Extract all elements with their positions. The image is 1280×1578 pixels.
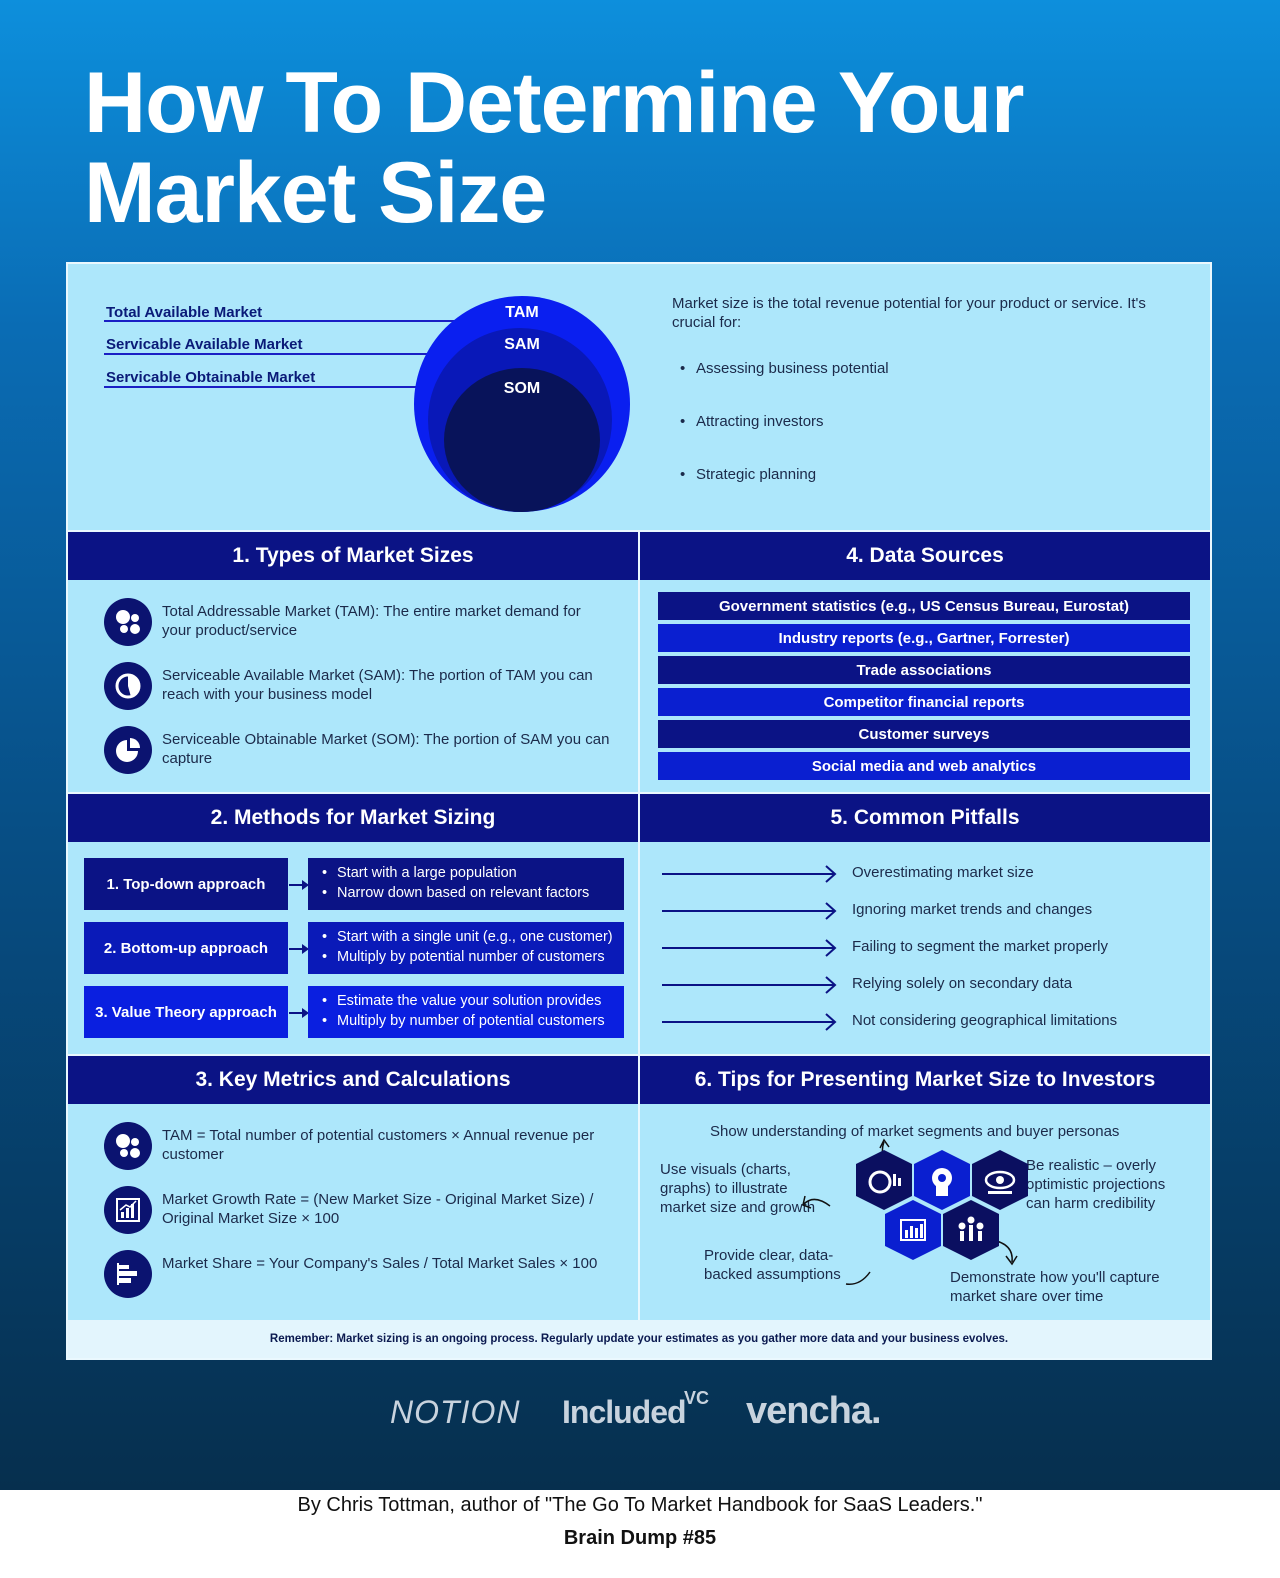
data-source-item: Competitor financial reports (658, 688, 1190, 716)
people-network-icon (943, 1200, 999, 1260)
som-circle-label: SOM (503, 380, 541, 397)
section-heading-data-sources: 4. Data Sources (640, 532, 1210, 580)
included-logo-vc: VC (684, 1388, 710, 1408)
arrow-right-icon (662, 939, 837, 957)
dots-cluster-icon (104, 1122, 152, 1170)
divider (638, 532, 640, 1320)
section-heading-metrics: 3. Key Metrics and Calculations (68, 1056, 638, 1104)
vencha-logo: vencha. (746, 1390, 882, 1432)
method-detail: Start with a single unit (e.g., one cust… (322, 927, 624, 947)
section-heading-methods: 2. Methods for Market Sizing (68, 794, 638, 842)
remember-note: Remember: Market sizing is an ongoing pr… (68, 1320, 1210, 1358)
method-value-theory: 3. Value Theory approach (84, 986, 288, 1038)
pitfall-item: Not considering geographical limitations (852, 1012, 1118, 1029)
intro-text: Market size is the total revenue potenti… (672, 295, 1146, 331)
list-item: Total Addressable Market (TAM): The enti… (104, 598, 612, 646)
hexagon-cluster (802, 1138, 1028, 1285)
arrow-right-icon (289, 944, 309, 954)
horizontal-bars-icon (104, 1250, 152, 1298)
page-title: How To Determine Your Market Size (84, 55, 1024, 241)
pitfall-item: Overestimating market size (852, 864, 1034, 881)
intro-bullet: Strategic planning (680, 466, 889, 519)
method-value-theory-details: Estimate the value your solution provide… (308, 986, 624, 1038)
som-leader-line (104, 386, 446, 388)
sam-leader-line (104, 353, 434, 355)
pitfall-item: Ignoring market trends and changes (852, 901, 1093, 918)
method-bottom-up: 2. Bottom-up approach (84, 922, 288, 974)
som-circle (444, 368, 600, 512)
method-detail: Multiply by potential number of customer… (322, 947, 624, 967)
divider (68, 1054, 1210, 1056)
intro-bullet: Attracting investors (680, 413, 889, 466)
bar-chart-icon (885, 1200, 941, 1260)
list-item: Market Share = Your Company's Sales / To… (104, 1250, 612, 1298)
data-source-item: Industry reports (e.g., Gartner, Forrest… (658, 624, 1190, 652)
data-source-item: Government statistics (e.g., US Census B… (658, 592, 1190, 620)
tip-top: Show understanding of market segments an… (710, 1123, 1120, 1140)
list-item: Serviceable Obtainable Market (SOM): The… (104, 726, 612, 774)
type-som-text: Serviceable Obtainable Market (SOM): The… (162, 731, 610, 767)
method-top-down: 1. Top-down approach (84, 858, 288, 910)
tip-bottom-right: Demonstrate how you'll capture market sh… (950, 1269, 1160, 1305)
chart-dial-icon (856, 1150, 912, 1210)
method-detail: Narrow down based on relevant factors (322, 883, 624, 903)
type-sam-text: Serviceable Available Market (SAM): The … (162, 667, 593, 703)
tam-circle-label: TAM (505, 304, 539, 321)
section-heading-pitfalls: 5. Common Pitfalls (640, 794, 1210, 842)
included-logo: Included (562, 1394, 687, 1430)
head-gear-icon (914, 1150, 970, 1210)
pie-chart-icon (104, 662, 152, 710)
list-item: TAM = Total number of potential customer… (104, 1122, 612, 1170)
method-detail: Estimate the value your solution provide… (322, 991, 624, 1011)
author-byline: By Chris Tottman, author of "The Go To M… (297, 1494, 983, 1516)
data-source-item: Customer surveys (658, 720, 1190, 748)
sam-label: Servicable Available Market (106, 336, 303, 353)
tip-bottom-left: Provide clear, data-backed assumptions (704, 1247, 841, 1283)
arrow-right-icon (662, 1013, 837, 1031)
intro-bullets: Assessing business potential Attracting … (680, 360, 889, 519)
data-source-item: Trade associations (658, 656, 1190, 684)
method-top-down-details: Start with a large population Narrow dow… (308, 858, 624, 910)
sponsor-logos: NOTION Included VC vencha. (0, 1386, 1280, 1446)
divider (68, 530, 1210, 532)
arrow-right-icon (662, 865, 837, 883)
arrow-right-icon (662, 902, 837, 920)
metric-share-text: Market Share = Your Company's Sales / To… (162, 1255, 598, 1272)
list-item: Serviceable Available Market (SAM): The … (104, 662, 612, 710)
arrow-right-icon (289, 880, 309, 890)
tip-left: Use visuals (charts, graphs) to illustra… (660, 1161, 816, 1216)
series-label: Brain Dump #85 (563, 1527, 717, 1549)
pitfall-item: Relying solely on secondary data (852, 975, 1073, 992)
section-heading-types: 1. Types of Market Sizes (68, 532, 638, 580)
content-panel: Total Available Market Servicable Availa… (66, 262, 1212, 1360)
data-source-item: Social media and web analytics (658, 752, 1190, 780)
metric-tam-text: TAM = Total number of potential customer… (162, 1127, 595, 1163)
section-heading-tips: 6. Tips for Presenting Market Size to In… (640, 1056, 1210, 1104)
intro-bullet: Assessing business potential (680, 360, 889, 413)
arrow-right-icon (289, 1008, 309, 1018)
method-detail: Start with a large population (322, 863, 624, 883)
arrow-right-icon (662, 976, 837, 994)
metric-growth-text: Market Growth Rate = (New Market Size - … (162, 1191, 594, 1227)
method-bottom-up-details: Start with a single unit (e.g., one cust… (308, 922, 624, 974)
pitfall-item: Failing to segment the market properly (852, 938, 1108, 955)
method-detail: Multiply by number of potential customer… (322, 1011, 624, 1031)
eye-monitor-icon (972, 1150, 1028, 1210)
tam-leader-line (104, 320, 464, 322)
pie-slice-icon (104, 726, 152, 774)
type-tam-text: Total Addressable Market (TAM): The enti… (162, 603, 581, 639)
tip-right: Be realistic – overly optimistic project… (1026, 1157, 1166, 1212)
infographic-poster: How To Determine Your Market Size Total … (0, 0, 1280, 1490)
sam-circle-label: SAM (504, 336, 540, 353)
divider (68, 792, 1210, 794)
list-item: Market Growth Rate = (New Market Size - … (104, 1186, 612, 1234)
tam-label: Total Available Market (106, 304, 263, 321)
bar-growth-icon (104, 1186, 152, 1234)
som-label: Servicable Obtainable Market (106, 369, 316, 386)
notion-logo: NOTION (390, 1394, 521, 1430)
dots-cluster-icon (104, 598, 152, 646)
